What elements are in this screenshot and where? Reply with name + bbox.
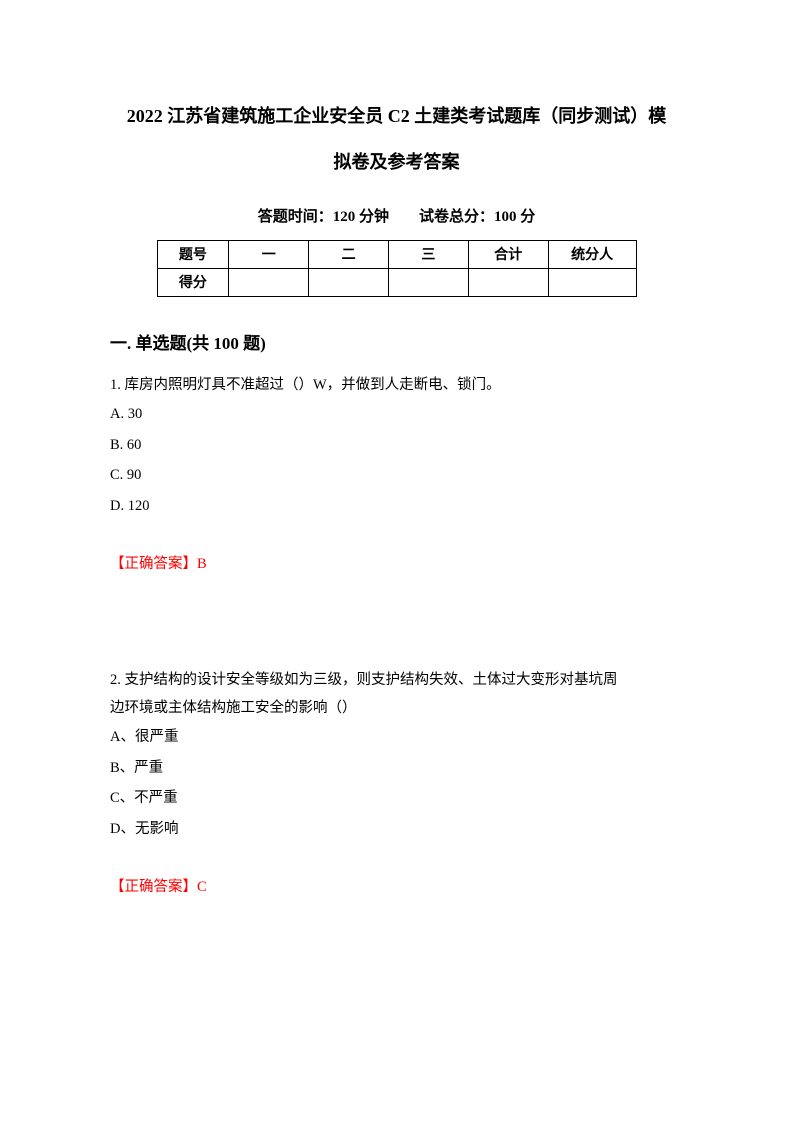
- option-d: D. 120: [110, 491, 683, 521]
- option-a: A. 30: [110, 399, 683, 429]
- question-stem: 2. 支护结构的设计安全等级如为三级，则支护结构失效、土体过大变形对基坑周 边环…: [110, 667, 683, 722]
- option-b: B. 60: [110, 430, 683, 460]
- option-c: C. 90: [110, 460, 683, 490]
- table-header-col2: 二: [309, 240, 389, 268]
- table-header-col3: 三: [389, 240, 469, 268]
- table-header-scorer: 统分人: [548, 240, 636, 268]
- correct-answer: 【正确答案】B: [110, 551, 683, 577]
- score-table: 题号 一 二 三 合计 统分人 得分: [157, 240, 637, 297]
- question-stem-line2: 边环境或主体结构施工安全的影响（）: [110, 700, 357, 716]
- table-row: 得分: [157, 268, 636, 296]
- document-title-line1: 2022 江苏省建筑施工企业安全员 C2 土建类考试题库（同步测试）模: [110, 100, 683, 132]
- table-score-label: 得分: [157, 268, 229, 296]
- table-row: 题号 一 二 三 合计 统分人: [157, 240, 636, 268]
- question-stem-line1: 2. 支护结构的设计安全等级如为三级，则支护结构失效、土体过大变形对基坑周: [110, 672, 618, 688]
- table-header-label: 题号: [157, 240, 229, 268]
- option-d: D、无影响: [110, 814, 683, 844]
- table-cell-empty: [389, 268, 469, 296]
- table-cell-empty: [468, 268, 548, 296]
- table-cell-empty: [229, 268, 309, 296]
- option-c: C、不严重: [110, 783, 683, 813]
- exam-info: 答题时间：120 分钟 试卷总分：100 分: [110, 205, 683, 226]
- table-header-col1: 一: [229, 240, 309, 268]
- question-stem: 1. 库房内照明灯具不准超过（）W，并做到人走断电、锁门。: [110, 372, 683, 400]
- table-cell-empty: [309, 268, 389, 296]
- section-header: 一. 单选题(共 100 题): [110, 329, 683, 354]
- table-header-total: 合计: [468, 240, 548, 268]
- table-cell-empty: [548, 268, 636, 296]
- option-b: B、严重: [110, 753, 683, 783]
- correct-answer: 【正确答案】C: [110, 874, 683, 900]
- option-a: A、很严重: [110, 722, 683, 752]
- document-title-line2: 拟卷及参考答案: [110, 146, 683, 178]
